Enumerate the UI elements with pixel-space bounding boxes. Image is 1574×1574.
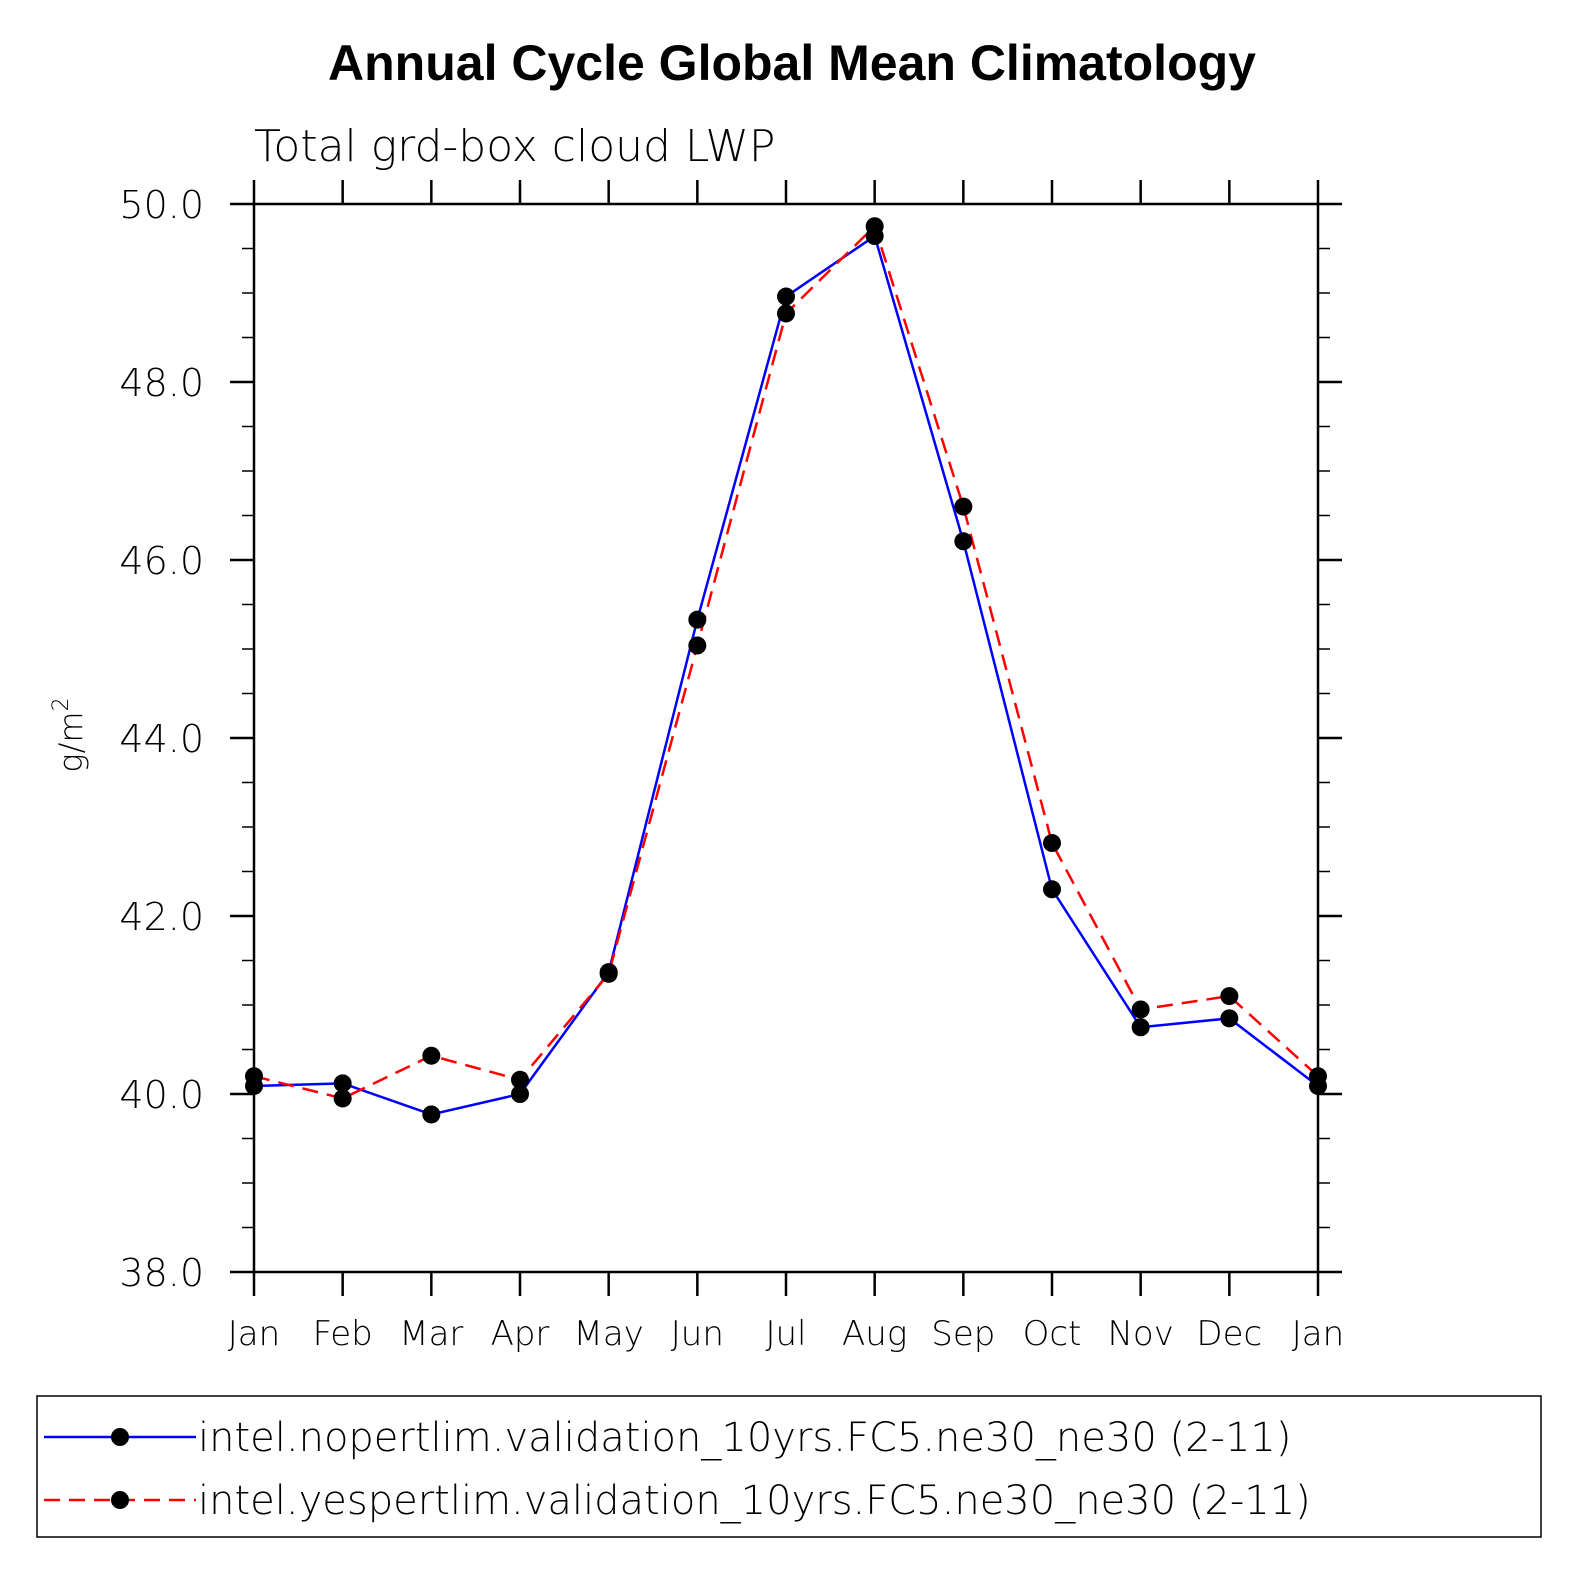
y-tick-label: 48.0: [119, 361, 204, 405]
data-point-series-1: [688, 610, 707, 629]
series-line-1: [253, 234, 1319, 1116]
data-point-series-2: [1131, 1000, 1150, 1019]
chart-subtitle: Total grd-box cloud LWP: [254, 121, 775, 172]
y-tick-label: 38.0: [119, 1251, 204, 1295]
x-tick-label: May: [574, 1314, 644, 1354]
legend-label-series-1: intel.nopertlim.validation_10yrs.FC5.ne3…: [198, 1415, 1291, 1461]
x-tick-label: Feb: [313, 1314, 373, 1354]
data-point-series-2: [1220, 987, 1239, 1006]
x-tick-label: Jan: [228, 1314, 280, 1354]
y-axis-label: g/m2: [49, 697, 90, 772]
chart-title: Annual Cycle Global Mean Climatology: [328, 35, 1256, 91]
data-point-series-2: [1043, 834, 1061, 853]
legend-label-series-2: intel.yespertlim.validation_10yrs.FC5.ne…: [198, 1478, 1311, 1524]
x-tick-label: Jul: [765, 1314, 806, 1354]
x-tick-label: Nov: [1107, 1314, 1173, 1354]
data-point-series-1: [511, 1085, 529, 1103]
x-tick-label: Sep: [931, 1314, 995, 1354]
legend: intel.nopertlim.validation_10yrs.FC5.ne3…: [36, 1395, 1542, 1538]
x-tick-label: Aug: [842, 1314, 907, 1354]
y-tick-label: 40.0: [119, 1073, 204, 1117]
y-tick-label: 46.0: [119, 539, 204, 583]
x-tick-label: Jan: [1292, 1314, 1344, 1354]
y-tick-label: 42.0: [119, 895, 204, 939]
data-point-series-1: [1043, 880, 1061, 899]
legend-box: [36, 1395, 1542, 1538]
data-point-series-2: [422, 1046, 441, 1065]
data-point-series-2: [333, 1089, 352, 1108]
x-tick-labels: Jan Feb Mar Apr May Jun Jul Aug Sep Oct Nov Dec Jan: [228, 1314, 1344, 1354]
x-tick-label: Apr: [491, 1314, 550, 1354]
y-tick-label: 44.0: [119, 717, 204, 761]
series-lines: [253, 223, 1319, 1116]
data-point-series-1: [1131, 1018, 1150, 1037]
data-point-series-2: [511, 1070, 529, 1089]
data-point-series-2: [777, 304, 795, 323]
data-point-series-1: [954, 532, 973, 551]
legend-marker-series-1: [111, 1428, 129, 1446]
data-point-series-2: [688, 636, 707, 655]
data-point-series-1: [333, 1074, 352, 1093]
x-tick-label: Dec: [1196, 1314, 1262, 1354]
y-axis-label-superscript: 2: [49, 697, 74, 711]
x-tick-label: Oct: [1023, 1314, 1082, 1354]
data-point-series-1: [1220, 1009, 1239, 1028]
y-tick-labels: 38.0 40.0 42.0 44.0 46.0 48.0 50.0: [119, 183, 204, 1295]
data-point-series-2: [954, 497, 973, 516]
data-point-series-2: [865, 217, 884, 236]
data-point-series-1: [422, 1105, 441, 1124]
y-axis-label-unit: g/m: [52, 711, 90, 772]
plot-frame: [252, 202, 1320, 1274]
series-line-2: [253, 223, 1319, 1100]
axis-ticks: [230, 180, 1342, 1296]
data-point-series-2: [599, 964, 618, 983]
y-tick-label: 50.0: [119, 183, 204, 227]
x-tick-label: Mar: [399, 1314, 463, 1354]
series-markers: [245, 217, 1327, 1124]
data-point-series-1: [777, 287, 795, 306]
legend-marker-series-2: [111, 1491, 129, 1509]
x-tick-label: Jun: [671, 1314, 724, 1354]
